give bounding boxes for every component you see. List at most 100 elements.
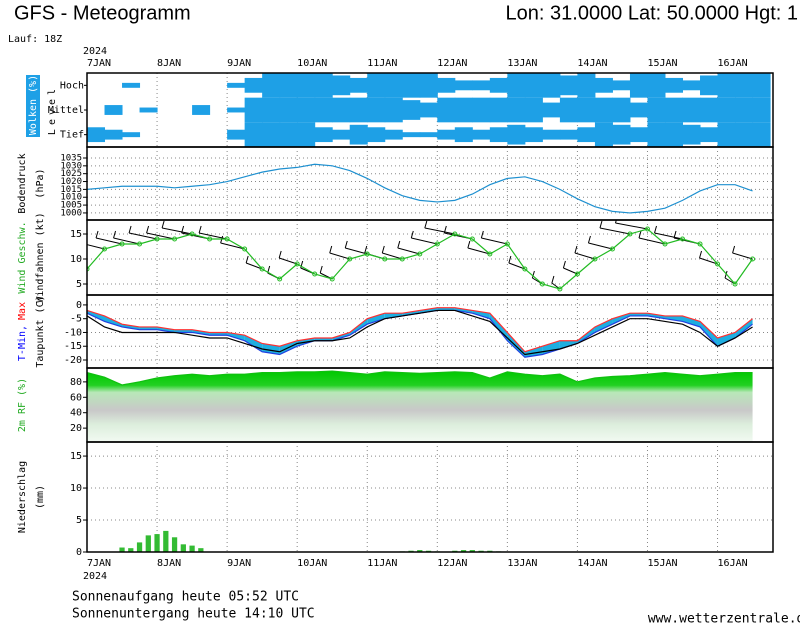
y-axis-label-part: T-Min, [17,325,28,361]
wind-barb-flag [574,245,578,254]
wind-barb [345,247,368,255]
y-tick-label: 40 [70,408,82,419]
cloud-cell [454,97,473,123]
wind-barb [481,237,508,245]
marker [732,281,738,287]
wind-barb-flag [364,245,368,254]
precip-bar [119,547,125,552]
wind-barb-flag [480,230,484,239]
precip-bar [128,548,134,552]
wind-barb [588,242,613,250]
cloud-cell [332,97,351,123]
cloud-cell [594,77,613,93]
cloud-cell [542,129,561,140]
line [87,228,754,290]
humidity-area [87,371,753,442]
cloud-cell [542,73,561,98]
cloud-cell [752,122,771,147]
wind-barb-flag [95,230,99,239]
cloud-cell [314,73,333,98]
panel-frame [86,219,774,296]
marker [539,281,545,287]
x-tick-label-top: 15JAN [647,58,677,69]
wind-barb [424,227,455,235]
y-axis-label-part: 2m RF (%) [17,378,28,432]
cloud-cell [717,73,736,98]
wind-barb [467,247,490,255]
y-axis-label-part: Wind Geschw. [17,221,28,293]
y-axis-label: Niederschlag [17,461,28,533]
cloud-cell [279,97,298,123]
wind-barb-flag [531,270,535,279]
wind-barb [113,237,140,245]
cloud-cell [577,97,596,123]
temp-range [402,310,420,316]
temp-range [174,329,193,333]
cloud-cell [717,97,736,123]
wind-barb [220,242,245,250]
marker [662,241,668,247]
wind-barb-flag [245,255,249,264]
y-tick-label: 5 [76,279,82,290]
x-tick-label-top: 12JAN [437,58,467,69]
cloud-cell [507,124,526,145]
precip-bar [171,537,178,552]
cloud-cell [349,97,368,123]
wind-barb-flag [181,225,185,234]
cloud-cell [437,77,456,93]
cloud-cell [384,97,403,123]
y-axis-label: 2m RF (%) [17,378,28,432]
y-axis-label: Taupunkt (C) [35,295,46,367]
panel-plot [87,368,753,442]
y-axis-label-part: Bodendruck [17,153,28,213]
panel-plot [87,73,771,147]
cloud-cell [524,127,543,143]
cloud-cell [594,97,613,123]
wind-barb-flag [551,275,555,284]
label-bg [26,75,40,137]
cloud-cell [332,75,351,96]
wind-barb [146,232,175,240]
source: www.wetterzentrale.de [648,612,800,625]
marker [750,256,756,262]
panel-plot [87,220,773,295]
cloud-cell [227,107,246,113]
wind-barb-flag [128,225,132,234]
wind-barb-flag [381,245,385,254]
cloud-cell [472,129,491,140]
wind-barb-flag [443,225,447,234]
run: Lauf: 18Z [8,34,62,45]
cloud-cell [647,97,666,123]
marker [259,266,265,272]
wind-barb [397,247,420,255]
cloud-cell [735,73,754,98]
cloud-cell [752,97,771,123]
cloud-cell [612,97,631,123]
marker [592,256,598,262]
cloud-cell [717,122,736,147]
x-tick-label-top: 14JAN [577,58,607,69]
wind-barb [87,244,105,250]
precip-bar [469,550,475,552]
x-tick-label-bottom: 11JAN [367,558,397,569]
temp-range [664,315,683,322]
wind-barb [599,227,631,235]
cloud-cell [402,132,421,138]
wind-barb [411,237,438,245]
wind-barb-flag [113,230,117,239]
y-tick-label: 1005 [60,201,82,211]
wind-barb-flag [562,260,566,269]
temp-range [104,315,123,327]
marker [137,241,143,247]
location: Lon: 31.0000 Lat: 50.0000 Hgt: 1 [506,2,798,24]
x-tick-label-top: 9JAN [227,58,251,69]
wind-barb [128,232,158,240]
cloud-cell [752,73,771,98]
marker [189,231,195,237]
y-axis-label: Wolken (%) [28,75,39,135]
y-tick-label: 15 [70,229,82,240]
cloud-cell [489,77,508,93]
year-top: 2024 [83,46,107,57]
cloud-cell [314,127,333,143]
y-tick-label: 80 [70,377,82,388]
